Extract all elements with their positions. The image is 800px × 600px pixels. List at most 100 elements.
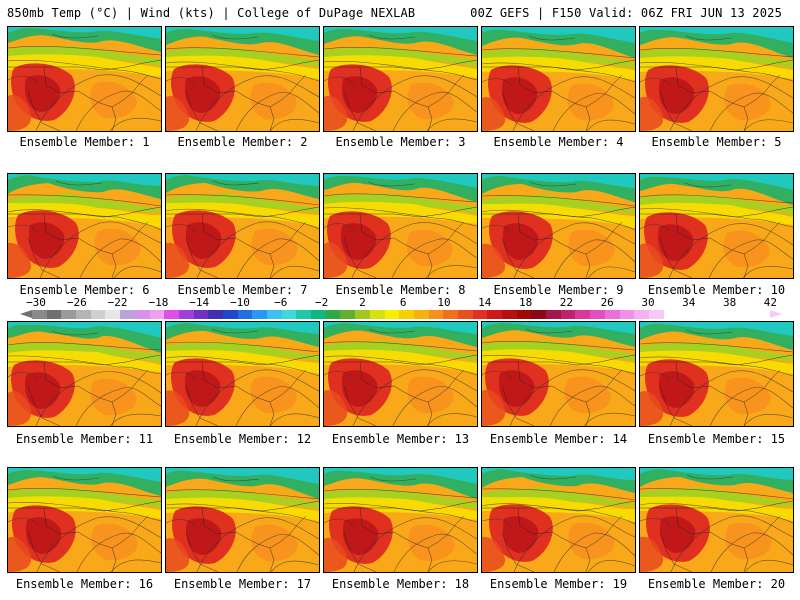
ensemble-member-label: Ensemble Member: 9 xyxy=(493,283,624,297)
colorbar-swatch xyxy=(546,310,561,319)
ensemble-member-label: Ensemble Member: 6 xyxy=(19,283,150,297)
ensemble-member-label: Ensemble Member: 20 xyxy=(647,577,786,591)
ensemble-panel xyxy=(639,26,794,132)
ensemble-member-label: Ensemble Member: 11 xyxy=(15,432,154,446)
temperature-colorbar: −30 −26 −22 −18 −14 −10 −6 −2 2 6 10 14 18 22 26 30 34 38… xyxy=(0,294,800,320)
colorbar-swatch xyxy=(134,310,150,319)
ensemble-panel xyxy=(481,321,636,427)
colorbar-swatch xyxy=(340,310,356,319)
ensemble-panel xyxy=(639,321,794,427)
colorbar-tick-label: 30 xyxy=(641,296,655,309)
colorbar-swatch xyxy=(502,310,517,319)
colorbar-tick-label: 34 xyxy=(682,296,696,309)
colorbar-tick-label: −18 xyxy=(148,296,169,309)
colorbar-tick-label: −6 xyxy=(274,296,288,309)
colorbar-tick-label: −2 xyxy=(314,296,329,309)
colorbar-swatch xyxy=(178,310,194,319)
ensemble-panel xyxy=(323,467,478,573)
colorbar-tick-label: 10 xyxy=(437,296,451,309)
ensemble-panel xyxy=(7,321,162,427)
colorbar-swatch xyxy=(90,310,106,319)
colorbar-tick-label: −26 xyxy=(66,296,87,309)
ensemble-member-label: Ensemble Member: 10 xyxy=(647,283,786,297)
colorbar-swatch xyxy=(575,310,591,319)
colorbar-swatch xyxy=(105,310,121,319)
colorbar-tick-label: −22 xyxy=(107,296,128,309)
ensemble-panel xyxy=(323,26,478,132)
header: 850mb Temp (°C) | Wind (kts) | College o… xyxy=(0,0,800,24)
colorbar-swatch xyxy=(267,310,282,319)
colorbar-swatch xyxy=(384,310,400,319)
ensemble-panel xyxy=(7,173,162,279)
ensemble-member-label: Ensemble Member: 4 xyxy=(493,135,624,149)
colorbar-swatch xyxy=(296,310,312,319)
ensemble-member-label: Ensemble Member: 13 xyxy=(331,432,470,446)
colorbar-swatch xyxy=(311,310,326,319)
colorbar-tick-label: 26 xyxy=(600,296,614,309)
run-valid-time: 00Z GEFS | F150 Valid: 06Z FRI JUN 13 20… xyxy=(470,6,782,20)
ensemble-member-label: Ensemble Member: 16 xyxy=(15,577,154,591)
colorbar-swatch xyxy=(457,310,473,319)
ensemble-panel xyxy=(323,173,478,279)
colorbar-tick-label: 6 xyxy=(399,296,407,309)
colorbar-swatch xyxy=(648,310,664,319)
colorbar-tick-label: 22 xyxy=(559,296,574,309)
ensemble-member-label: Ensemble Member: 17 xyxy=(173,577,312,591)
colorbar-swatch xyxy=(193,310,209,319)
colorbar-swatch xyxy=(472,310,488,319)
colorbar-swatch xyxy=(222,310,238,319)
colorbar-swatch xyxy=(634,310,649,319)
ensemble-panel xyxy=(481,26,636,132)
colorbar-strip xyxy=(32,310,664,319)
colorbar-tick-label: 14 xyxy=(478,296,492,309)
colorbar-swatch xyxy=(619,310,635,319)
ensemble-member-label: Ensemble Member: 3 xyxy=(335,135,466,149)
colorbar-swatch xyxy=(32,310,47,319)
ensemble-member-label: Ensemble Member: 5 xyxy=(651,135,782,149)
colorbar-swatch xyxy=(46,310,62,319)
colorbar-swatch xyxy=(76,310,91,319)
colorbar-swatch xyxy=(149,310,165,319)
ensemble-member-label: Ensemble Member: 1 xyxy=(19,135,150,149)
colorbar-swatch xyxy=(252,310,267,319)
colorbar-tick-label: −30 xyxy=(26,296,46,309)
ensemble-panel xyxy=(165,321,320,427)
colorbar-tick-label: 2 xyxy=(359,296,366,309)
colorbar-swatch xyxy=(443,310,458,319)
ensemble-member-label: Ensemble Member: 14 xyxy=(489,432,628,446)
ensemble-panel xyxy=(481,173,636,279)
ensemble-panel xyxy=(639,467,794,573)
ensemble-member-label: Ensemble Member: 2 xyxy=(177,135,308,149)
ensemble-panel xyxy=(165,173,320,279)
colorbar-tick-label: 18 xyxy=(518,296,533,309)
ensemble-panel xyxy=(639,173,794,279)
colorbar-swatch xyxy=(120,310,135,319)
colorbar-swatch xyxy=(531,310,547,319)
ensemble-panel xyxy=(165,467,320,573)
colorbar-swatch xyxy=(413,310,429,319)
colorbar-tick-label: −10 xyxy=(230,296,250,309)
colorbar-tick-label: −14 xyxy=(189,296,210,309)
colorbar-swatch xyxy=(399,310,414,319)
ensemble-panel xyxy=(7,26,162,132)
colorbar-swatch xyxy=(281,310,297,319)
colorbar-swatch xyxy=(369,310,385,319)
colorbar-high-arrow xyxy=(770,310,782,318)
product-title: 850mb Temp (°C) | Wind (kts) | College o… xyxy=(7,6,416,20)
ensemble-member-label: Ensemble Member: 7 xyxy=(177,283,308,297)
colorbar-tick-label: 38 xyxy=(722,296,737,309)
colorbar-low-arrow xyxy=(20,310,32,318)
colorbar-swatch xyxy=(604,310,620,319)
ensemble-panel xyxy=(165,26,320,132)
colorbar-tick-label: 42 xyxy=(763,296,778,309)
colorbar-swatch xyxy=(355,310,370,319)
colorbar-swatch xyxy=(590,310,605,319)
colorbar-swatch xyxy=(560,310,576,319)
colorbar-swatch xyxy=(237,310,253,319)
colorbar-swatch xyxy=(487,310,502,319)
ensemble-panel xyxy=(323,321,478,427)
ensemble-member-label: Ensemble Member: 15 xyxy=(647,432,786,446)
colorbar-swatch xyxy=(428,310,444,319)
colorbar-swatch xyxy=(164,310,179,319)
colorbar-swatch xyxy=(61,310,77,319)
